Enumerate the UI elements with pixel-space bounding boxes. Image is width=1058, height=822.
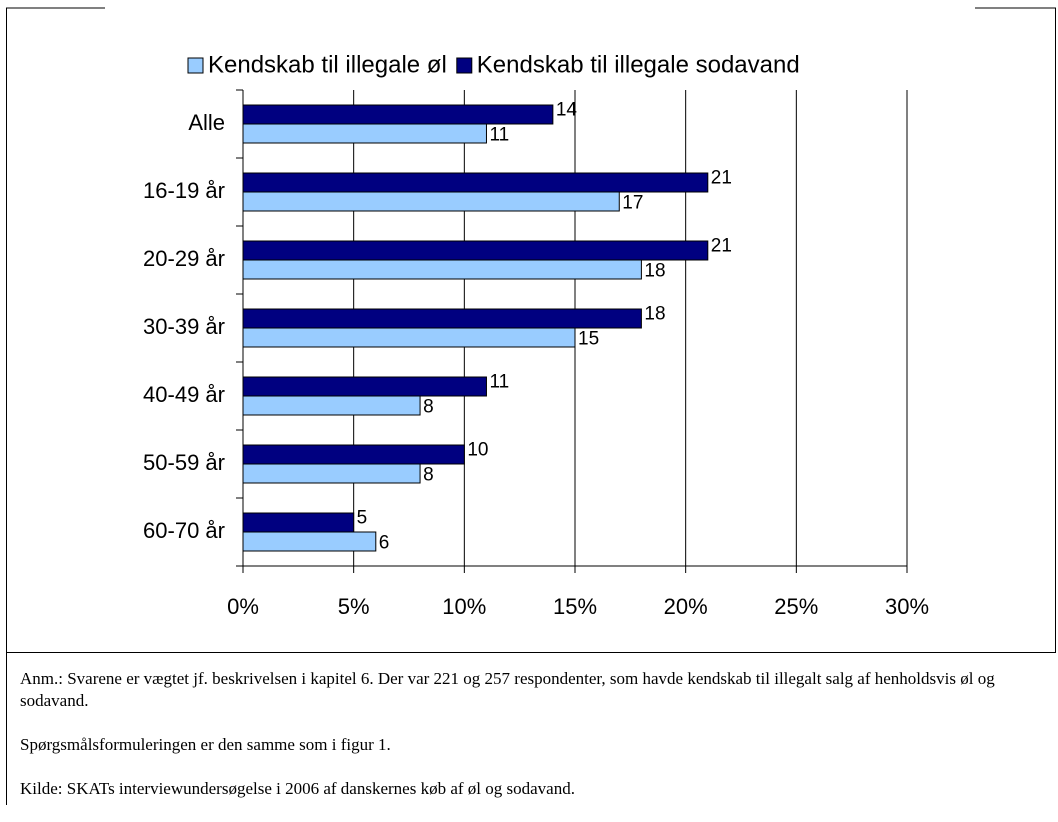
data-label: 15: [578, 329, 599, 350]
bar: [242, 123, 487, 144]
bar: [242, 376, 487, 397]
data-label: 11: [489, 125, 509, 146]
y-tick-label: 50-59 år: [143, 450, 225, 475]
x-tick-label: 15%: [553, 594, 597, 619]
legend-label: Kendskab til illegale øl: [208, 51, 447, 78]
bar: [242, 463, 421, 484]
data-label: 21: [711, 236, 732, 257]
legend-swatch: [456, 57, 473, 74]
data-label: 17: [622, 193, 643, 214]
bar: [242, 512, 355, 533]
bar: [242, 259, 642, 280]
y-tick-label: 16-19 år: [143, 178, 225, 203]
bar: [242, 308, 642, 329]
data-label: 8: [423, 397, 434, 418]
legend-swatch: [187, 57, 204, 74]
bar: [242, 395, 421, 416]
data-label: 10: [467, 440, 488, 461]
data-label: 14: [556, 100, 578, 121]
legend-label: Kendskab til illegale sodavand: [477, 51, 800, 78]
x-tick-label: 5%: [338, 594, 370, 619]
y-tick-label: 20-29 år: [143, 246, 225, 271]
data-label: 18: [644, 261, 665, 282]
bar: [242, 531, 377, 552]
bar: [242, 327, 576, 348]
note: Spørgsmålsformuleringen er den samme som…: [20, 735, 391, 754]
bar: [242, 104, 554, 125]
y-tick-label: 30-39 år: [143, 314, 225, 339]
data-label: 21: [711, 168, 732, 189]
bar: [242, 191, 620, 212]
chart: 0% 5% 10% 15% 20% 25% 30% Alle 14 11 16-19 år 21 17 2…: [6, 7, 1056, 805]
page: {"chart_data": {"type": "barh", "categor…: [6, 7, 1056, 805]
data-label: 5: [357, 508, 368, 529]
x-tick-label: 30%: [885, 594, 929, 619]
note: Anm.: Svarene er vægtet jf. beskrivelsen…: [20, 669, 995, 710]
notes: Anm.: Svarene er vægtet jf. beskrivelsen…: [20, 668, 1056, 822]
x-tick-label: 0%: [227, 594, 259, 619]
y-tick-label: 40-49 år: [143, 382, 225, 407]
data-label: 6: [379, 533, 390, 554]
y-tick-label: Alle: [188, 110, 225, 135]
x-tick-label: 25%: [774, 594, 818, 619]
x-tick-label: 20%: [664, 594, 708, 619]
data-label: 8: [423, 465, 434, 486]
y-tick-label: 60-70 år: [143, 518, 225, 543]
x-tick-label: 10%: [442, 594, 486, 619]
bar: [242, 240, 709, 261]
bar: [242, 172, 709, 193]
note: Kilde: SKATs interviewundersøgelse i 200…: [20, 779, 575, 798]
data-label: 18: [644, 304, 665, 325]
bar: [242, 444, 465, 465]
data-label: 11: [489, 372, 509, 393]
